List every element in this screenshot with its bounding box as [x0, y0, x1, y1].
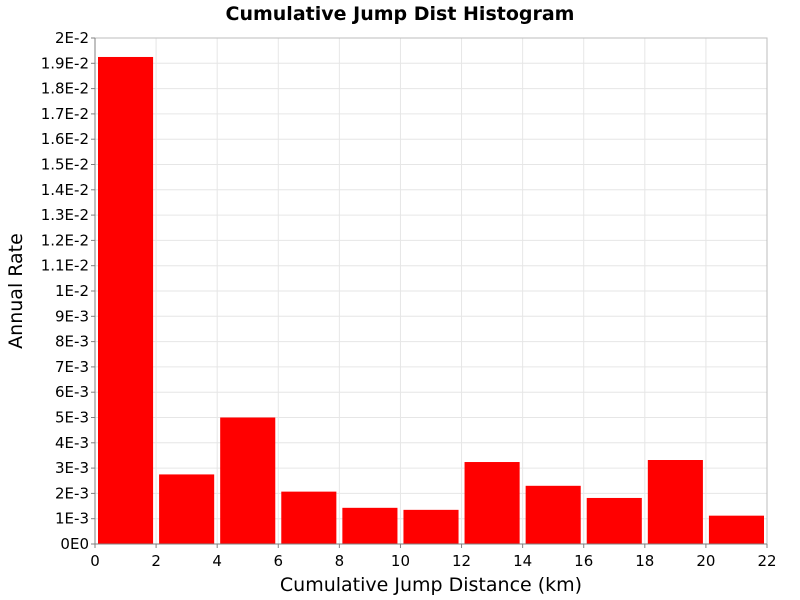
x-tick-label: 4 [212, 552, 222, 570]
y-tick-label: 2E-2 [55, 29, 89, 47]
x-tick-label: 2 [151, 552, 161, 570]
y-tick-label: 2E-3 [55, 484, 89, 502]
y-tick-label: 1.2E-2 [41, 231, 89, 249]
histogram-bar [586, 497, 642, 544]
y-tick-label: 9E-3 [55, 307, 89, 325]
y-axis-label: Annual Rate [5, 233, 27, 349]
y-tick-label: 7E-3 [55, 358, 89, 376]
histogram-bar [464, 462, 520, 544]
y-tick-label: 1E-3 [55, 510, 89, 528]
histogram-bar [281, 491, 337, 544]
y-tick-label: 1.8E-2 [41, 80, 89, 98]
bars [98, 56, 764, 544]
x-tick-label: 16 [574, 552, 593, 570]
x-tick-label: 6 [273, 552, 283, 570]
y-tick-label: 1.3E-2 [41, 206, 89, 224]
y-tick-label: 1.1E-2 [41, 257, 89, 275]
y-tick-label: 1E-2 [55, 282, 89, 300]
histogram-bar [708, 515, 764, 544]
y-tick-label: 1.4E-2 [41, 181, 89, 199]
y-tick-label: 8E-3 [55, 333, 89, 351]
y-tick-label: 1.5E-2 [41, 156, 89, 174]
x-axis-label: Cumulative Jump Distance (km) [280, 574, 582, 596]
y-tick-label: 1.7E-2 [41, 105, 89, 123]
y-tick-label: 3E-3 [55, 459, 89, 477]
histogram-bar [403, 509, 459, 544]
histogram-bar [342, 507, 398, 544]
chart-title: Cumulative Jump Dist Histogram [226, 3, 575, 25]
x-tick-label: 22 [757, 552, 776, 570]
y-tick-label: 0E0 [60, 535, 89, 553]
histogram-bar [647, 460, 703, 544]
x-axis-ticks: 0 2 4 6 8 10 12 14 16 18 20 22 [90, 544, 777, 570]
y-axis-ticks: 0E0 1E-3 2E-3 3E-3 4E-3 5E-3 6E-3 7E-3 8E-3 9E-3 1… [41, 29, 95, 553]
x-tick-label: 12 [452, 552, 471, 570]
y-tick-label: 1.9E-2 [41, 54, 89, 72]
y-tick-label: 6E-3 [55, 383, 89, 401]
y-tick-label: 5E-3 [55, 409, 89, 427]
histogram-bar [159, 474, 215, 544]
histogram-bar [525, 485, 581, 544]
x-tick-label: 8 [335, 552, 345, 570]
x-tick-label: 20 [696, 552, 715, 570]
y-tick-label: 4E-3 [55, 434, 89, 452]
y-tick-label: 1.6E-2 [41, 130, 89, 148]
x-tick-label: 0 [90, 552, 100, 570]
x-tick-label: 18 [635, 552, 654, 570]
histogram-bar [98, 56, 154, 544]
x-tick-label: 10 [391, 552, 410, 570]
x-tick-label: 14 [513, 552, 532, 570]
histogram-bar [220, 417, 276, 544]
